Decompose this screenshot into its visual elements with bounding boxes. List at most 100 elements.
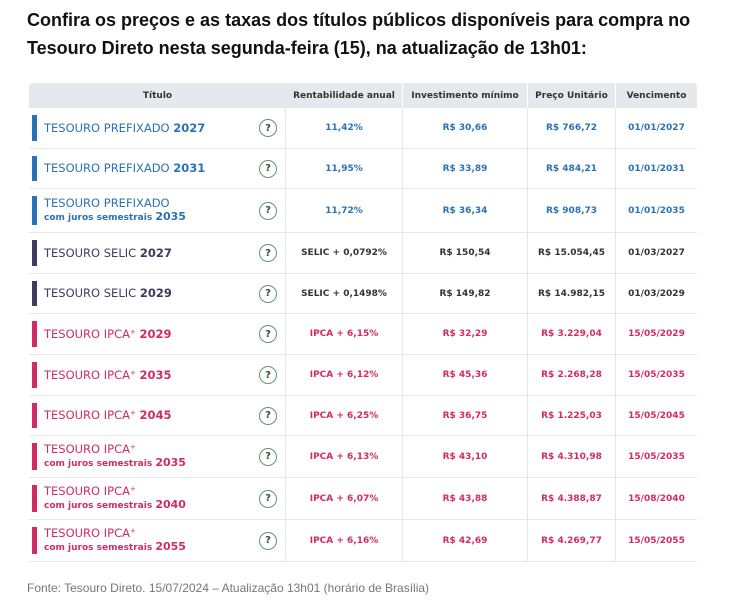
maturity-cell: 01/01/2035 xyxy=(628,205,685,216)
min-investment-cell: R$ 43,10 xyxy=(403,436,528,477)
question-circle-icon[interactable]: ? xyxy=(259,201,277,220)
bond-year: 2045 xyxy=(139,408,172,422)
help-cell: ? xyxy=(251,355,286,395)
maturity-cell: 01/01/2031 xyxy=(628,163,685,174)
help-cell: ? xyxy=(251,396,286,435)
rate-cell: SELIC + 0,1498% xyxy=(286,274,403,313)
question-circle-icon[interactable]: ? xyxy=(259,531,277,550)
bond-superscript: + xyxy=(129,409,136,417)
bond-type: TESOURO PREFIXADO xyxy=(44,161,170,175)
bond-name-main: TESOURO PREFIXADO xyxy=(44,196,186,210)
unit-price-cell: R$ 14.982,15 xyxy=(528,274,616,313)
bond-type: TESOURO IPCA xyxy=(44,483,130,498)
table-row: TESOURO IPCA+ 2045? IPCA + 6,25% R$ 36,75 R… xyxy=(29,396,697,436)
table-row: TESOURO IPCA+ com juros semestrais 2035? I… xyxy=(29,436,697,478)
question-circle-icon[interactable]: ? xyxy=(259,284,277,303)
maturity-cell: 01/01/2027 xyxy=(628,123,685,133)
question-circle-icon[interactable]: ? xyxy=(259,366,277,384)
table-row: TESOURO PREFIXADO com juros semestrais 20… xyxy=(29,189,697,233)
bond-title-cell: TESOURO IPCA+ com juros semestrais 2040 xyxy=(29,478,251,519)
bond-year: 2035 xyxy=(139,367,172,382)
bond-name-main: TESOURO SELIC 2029 xyxy=(44,287,172,300)
question-circle-icon[interactable]: ? xyxy=(259,159,277,178)
bond-name: TESOURO IPCA+ com juros semestrais 2040 xyxy=(44,483,186,513)
question-circle-icon[interactable]: ? xyxy=(259,489,277,508)
bond-name: TESOURO PREFIXADO com juros semestrais 20… xyxy=(44,196,186,225)
rate-cell: IPCA + 6,12% xyxy=(286,355,403,395)
rate-cell: 11,72% xyxy=(286,189,403,232)
bond-name: TESOURO IPCA+ 2035 xyxy=(44,367,172,382)
table-header: Título Rentabilidade anual Investimento … xyxy=(29,83,697,108)
unit-price-cell: R$ 1.225,03 xyxy=(528,396,616,435)
table-row: TESOURO PREFIXADO 2031? 11,95% R$ 33,89 R$ … xyxy=(29,149,697,189)
bond-subtitle: com juros semestrais xyxy=(44,212,153,223)
category-color-bar xyxy=(32,196,37,225)
bond-year: 2027 xyxy=(139,245,172,260)
maturity-cell: 15/05/2045 xyxy=(628,410,685,421)
bond-superscript: + xyxy=(129,526,136,535)
bond-subtitle: com juros semestrais xyxy=(44,458,153,469)
question-circle-icon[interactable]: ? xyxy=(259,447,277,466)
question-circle-icon[interactable]: ? xyxy=(259,244,277,262)
bond-title-cell: TESOURO PREFIXADO 2031 xyxy=(29,149,251,188)
maturity-cell: 15/05/2035 xyxy=(628,370,685,380)
bond-superscript: + xyxy=(129,368,136,377)
bond-name-main: TESOURO IPCA+ xyxy=(44,525,186,540)
bond-name-main: TESOURO SELIC 2027 xyxy=(44,245,172,260)
help-cell: ? xyxy=(251,478,286,519)
min-investment-cell: R$ 32,29 xyxy=(403,314,528,354)
min-investment-cell: R$ 45,36 xyxy=(403,355,528,395)
bond-name: TESOURO PREFIXADO 2031 xyxy=(44,162,205,175)
help-cell: ? xyxy=(251,233,286,273)
bond-superscript: + xyxy=(129,327,136,336)
bond-year: 2055 xyxy=(155,539,186,553)
rate-cell: IPCA + 6,13% xyxy=(286,436,403,477)
min-investment-cell: R$ 42,69 xyxy=(403,520,528,561)
bond-type: TESOURO IPCA xyxy=(44,326,130,341)
category-color-bar xyxy=(32,485,37,512)
header-min-investment: Investimento mínimo xyxy=(403,83,528,108)
bond-name: TESOURO SELIC 2027 xyxy=(44,245,172,260)
bond-title-cell: TESOURO SELIC 2027 xyxy=(29,233,251,273)
maturity-cell: 15/08/2040 xyxy=(628,493,685,504)
maturity-cell: 15/05/2029 xyxy=(628,329,685,339)
table-row: TESOURO SELIC 2029? SELIC + 0,1498% R$ 149… xyxy=(29,274,697,314)
bond-title-cell: TESOURO SELIC 2029 xyxy=(29,274,251,313)
help-cell: ? xyxy=(251,149,286,188)
rate-cell: IPCA + 6,16% xyxy=(286,520,403,561)
bond-type: TESOURO SELIC xyxy=(44,286,137,300)
min-investment-cell: R$ 33,89 xyxy=(403,149,528,188)
bond-superscript: + xyxy=(129,484,136,493)
bond-name-main: TESOURO IPCA+ 2029 xyxy=(44,326,172,341)
table-row: TESOURO IPCA+ com juros semestrais 2055? I… xyxy=(29,520,697,562)
unit-price-cell: R$ 4.269,77 xyxy=(528,520,616,561)
maturity-cell: 01/03/2029 xyxy=(628,288,685,299)
table-row: TESOURO PREFIXADO 2027? 11,42% R$ 30,66 R$ … xyxy=(29,108,697,149)
bond-year: 2031 xyxy=(173,161,206,175)
bond-type: TESOURO SELIC xyxy=(44,245,137,260)
bond-name-main: TESOURO IPCA+ xyxy=(44,442,186,456)
bond-superscript: + xyxy=(129,442,136,451)
category-color-bar xyxy=(32,281,37,306)
question-circle-icon[interactable]: ? xyxy=(259,325,277,343)
header-title: Título xyxy=(142,90,173,101)
bond-name-main: TESOURO IPCA+ xyxy=(44,483,186,498)
question-circle-icon[interactable]: ? xyxy=(259,406,277,425)
category-color-bar xyxy=(32,527,37,554)
unit-price-cell: R$ 2.268,28 xyxy=(528,355,616,395)
bond-year: 2029 xyxy=(139,286,172,300)
bond-type: TESOURO PREFIXADO xyxy=(44,120,170,135)
bond-name: TESOURO SELIC 2029 xyxy=(44,287,172,300)
min-investment-cell: R$ 36,34 xyxy=(403,189,528,232)
table-row: TESOURO IPCA+ 2035? IPCA + 6,12% R$ 45,36 R… xyxy=(29,355,697,396)
question-circle-icon[interactable]: ? xyxy=(259,119,277,137)
bond-type: TESOURO IPCA xyxy=(44,525,130,540)
bond-year: 2035 xyxy=(155,209,186,223)
bond-name-main: TESOURO PREFIXADO 2031 xyxy=(44,162,205,175)
bond-name-main: TESOURO IPCA+ 2035 xyxy=(44,367,172,382)
bond-name: TESOURO IPCA+ com juros semestrais 2035 xyxy=(44,442,186,471)
bond-name-main: TESOURO PREFIXADO 2027 xyxy=(44,120,206,135)
table-row: TESOURO SELIC 2027? SELIC + 0,0792% R$ 150… xyxy=(29,233,697,274)
min-investment-cell: R$ 149,82 xyxy=(403,274,528,313)
bond-year: 2027 xyxy=(173,120,206,135)
